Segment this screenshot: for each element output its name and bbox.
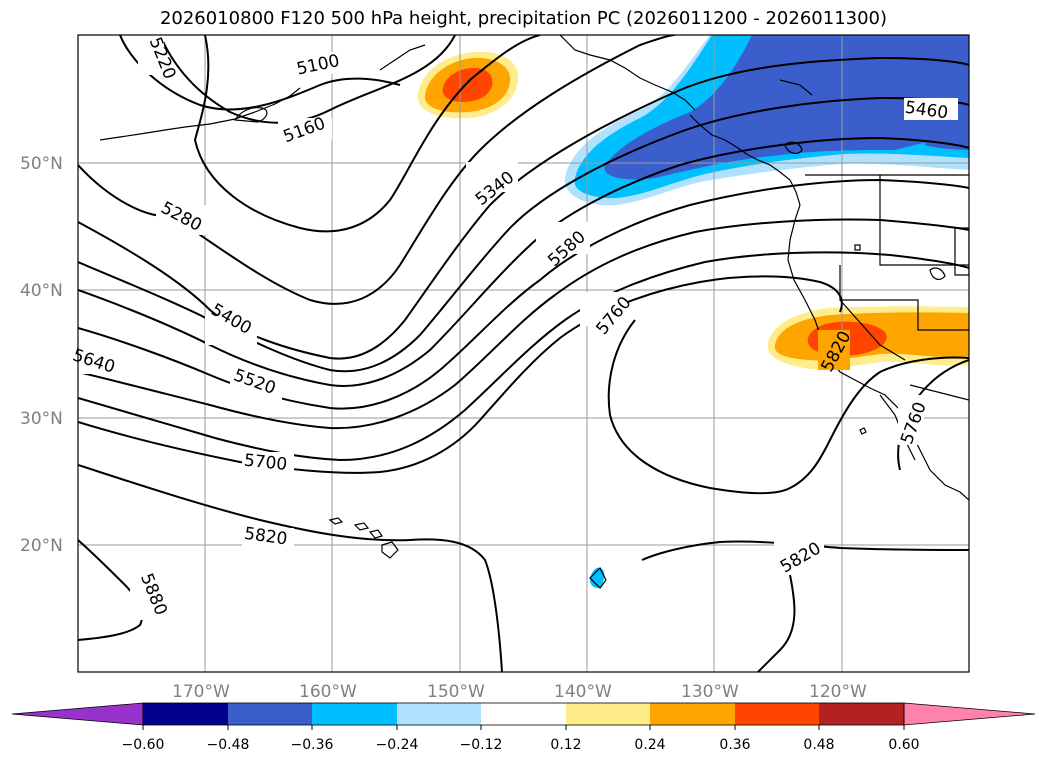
colorbar-tick-labels: −0.60 −0.48 −0.36 −0.24 −0.12 0.12 0.24 … <box>122 737 920 753</box>
colorbar-segment-8 <box>735 703 819 725</box>
colorbar-segment-7 <box>650 703 735 725</box>
lon-label-130w: 130°W <box>681 682 739 702</box>
colorbar-ticks <box>142 725 905 730</box>
colorbar-label-2: −0.36 <box>291 737 334 753</box>
colorbar-label-0: −0.60 <box>122 737 165 753</box>
colorbar-label-5: 0.12 <box>550 737 581 753</box>
colorbar-label-7: 0.36 <box>719 737 750 753</box>
lat-label-30n: 30°N <box>20 409 63 429</box>
contour-label-5700: 5700 <box>243 451 288 475</box>
colorbar-segment-1 <box>143 703 228 725</box>
colorbar-label-9: 0.60 <box>888 737 919 753</box>
lon-label-140w: 140°W <box>554 682 612 702</box>
colorbar-segment-4 <box>397 703 481 725</box>
colorbar-label-3: −0.24 <box>376 737 419 753</box>
coastlines <box>99 35 969 589</box>
precip-alaska-positive <box>417 51 519 119</box>
colorbar-segment-6 <box>566 703 650 725</box>
lat-label-20n: 20°N <box>20 536 63 556</box>
lat-label-50n: 50°N <box>20 154 63 174</box>
lon-label-160w: 160°W <box>299 682 357 702</box>
precip-california-positive <box>767 306 969 370</box>
map-border <box>77 34 970 673</box>
lon-label-170w: 170°W <box>172 682 230 702</box>
colorbar-segment-2 <box>228 703 312 725</box>
colorbar-label-1: −0.48 <box>207 737 250 753</box>
precip-hawaii-negative <box>589 567 605 588</box>
colorbar-segment-3 <box>312 703 397 725</box>
colorbar-segment-5 <box>481 703 566 725</box>
map-title: 2026010800 F120 500 hPa height, precipit… <box>159 8 888 29</box>
colorbar: −0.60 −0.48 −0.36 −0.24 −0.12 0.12 0.24 … <box>11 702 1036 753</box>
colorbar-label-6: 0.24 <box>634 737 665 753</box>
colorbar-label-8: 0.48 <box>803 737 834 753</box>
lat-label-40n: 40°N <box>20 281 63 301</box>
lon-label-150w: 150°W <box>427 682 485 702</box>
longitude-labels: 170°W 160°W 150°W 140°W 130°W 120°W <box>172 682 867 702</box>
colorbar-label-4: −0.12 <box>460 737 503 753</box>
colorbar-outline <box>142 702 905 726</box>
lon-label-120w: 120°W <box>809 682 867 702</box>
colorbar-segment-0 <box>11 702 144 726</box>
colorbar-segment-9 <box>819 703 904 725</box>
latitude-labels: 50°N 40°N 30°N 20°N <box>20 154 63 556</box>
colorbar-segment-10 <box>903 702 1036 726</box>
